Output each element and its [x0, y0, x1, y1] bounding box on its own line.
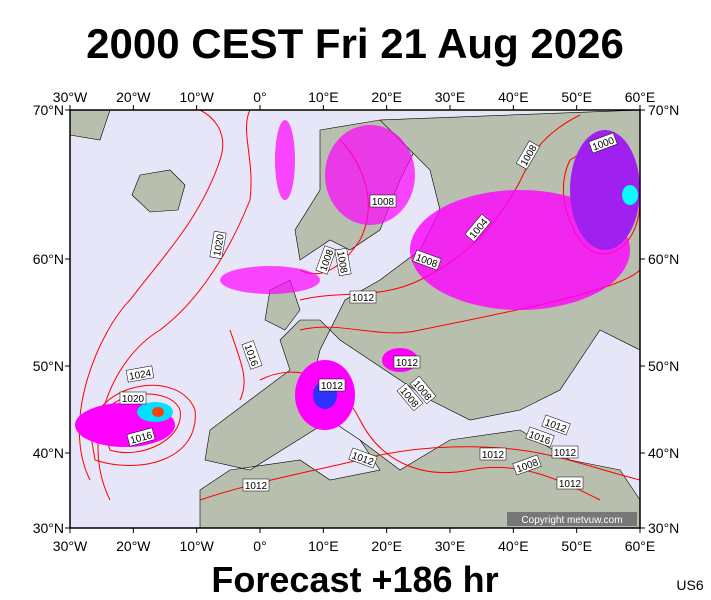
isobar-label-text: 1012: [482, 450, 505, 461]
isobar-label: 1012: [393, 355, 421, 369]
lon-label-top: 30°W: [53, 89, 88, 105]
lat-label-left: 60°N: [33, 251, 64, 267]
lon-label-top: 20°E: [371, 89, 402, 105]
lon-label-bottom: 20°W: [116, 538, 151, 554]
isobar-label-box: [349, 290, 377, 304]
lon-label-top: 20°W: [116, 89, 151, 105]
lon-label-top: 30°E: [435, 89, 466, 105]
isobar-label-box: [348, 447, 378, 469]
isobar-label-box: [541, 414, 571, 436]
isobar-label-box: [515, 140, 541, 170]
isobar-label-box: [412, 249, 442, 271]
isobar-label-box: [119, 391, 147, 405]
lon-label-bottom: 10°W: [179, 538, 214, 554]
isobar-label: 1012: [242, 478, 270, 492]
copyright: Copyright metvuw.com: [521, 515, 622, 526]
isobar-label-box: [556, 476, 584, 490]
isobar-label-box: [588, 132, 618, 154]
isobar-label-box: [479, 447, 507, 461]
isobar-label: 1012: [349, 290, 377, 304]
model-code: US6: [676, 577, 703, 593]
lat-label-right: 70°N: [648, 102, 679, 118]
lon-label-top: 40°E: [498, 89, 529, 105]
lon-label-top: 50°E: [561, 89, 592, 105]
lon-label-bottom: 30°E: [435, 538, 466, 554]
isobar-label: 1012: [479, 447, 507, 461]
isobar-label-text: 1012: [352, 293, 375, 304]
isobar-label: 1012: [318, 378, 346, 392]
lon-label-bottom: 0°: [253, 538, 266, 554]
isobar-label-box: [396, 382, 424, 412]
isobar-label-box: [551, 445, 579, 459]
isobar-label-box: [393, 355, 421, 369]
lon-label-bottom: 60°E: [625, 538, 656, 554]
title: 2000 CEST Fri 21 Aug 2026: [86, 20, 624, 67]
isobar-label-box: [464, 213, 492, 243]
lat-label-right: 50°N: [648, 358, 679, 374]
lon-label-top: 60°E: [625, 89, 656, 105]
isobar-label-box: [512, 454, 542, 476]
lon-label-bottom: 20°E: [371, 538, 402, 554]
lon-label-bottom: 40°E: [498, 538, 529, 554]
isobar-label-box: [409, 375, 437, 405]
isobar-label-box: [318, 378, 346, 392]
lat-label-left: 30°N: [33, 520, 64, 536]
isobar-label-box: [126, 427, 156, 447]
lon-label-bottom: 30°W: [53, 538, 88, 554]
lat-label-right: 40°N: [648, 445, 679, 461]
isobar-label: 1008: [334, 247, 352, 277]
isobar-label-text: 1020: [212, 233, 227, 257]
isobar-label-box: [369, 194, 397, 208]
lat-label-right: 60°N: [648, 251, 679, 267]
isobar-label: 1024: [125, 365, 155, 383]
lon-label-bottom: 50°E: [561, 538, 592, 554]
isobar-label-text: 1012: [554, 448, 577, 459]
isobar-label-text: 1012: [245, 481, 268, 492]
lon-label-bottom: 10°E: [308, 538, 339, 554]
isobar-label-box: [242, 478, 270, 492]
lon-label-top: 0°: [253, 89, 266, 105]
map-area: Copyright metvuw.com: [69, 109, 641, 529]
isobar-label-text: 1008: [334, 250, 349, 274]
isobar-label-text: 1020: [122, 394, 145, 405]
isobar-label: 1008: [369, 194, 397, 208]
isobar-label-box: [334, 247, 352, 277]
isobar-label-box: [241, 340, 263, 370]
isobar-label: 1020: [119, 391, 147, 405]
isobar-label-box: [209, 230, 227, 260]
lon-label-top: 10°E: [308, 89, 339, 105]
lat-label-left: 50°N: [33, 358, 64, 374]
isobar-label-box: [315, 245, 337, 275]
map-frame: [69, 109, 641, 529]
isobar-label-box: [525, 426, 555, 448]
isobar-label-text: 1008: [372, 197, 395, 208]
lat-label-left: 40°N: [33, 445, 64, 461]
isobar-label: 1012: [556, 476, 584, 490]
isobar-label: 1012: [551, 445, 579, 459]
copyright-box: [507, 512, 637, 526]
lon-label-top: 10°W: [179, 89, 214, 105]
lat-label-left: 70°N: [33, 102, 64, 118]
forecast-label: Forecast +186 hr: [211, 559, 498, 600]
isobar-label-box: [125, 365, 155, 383]
isobar-label-text: 1012: [559, 479, 582, 490]
lat-label-right: 30°N: [648, 520, 679, 536]
isobar-label-text: 1012: [396, 358, 419, 369]
isobar-label-text: 1012: [321, 381, 344, 392]
isobar-label-text: 1024: [128, 368, 152, 383]
isobar-label: 1020: [209, 230, 227, 260]
